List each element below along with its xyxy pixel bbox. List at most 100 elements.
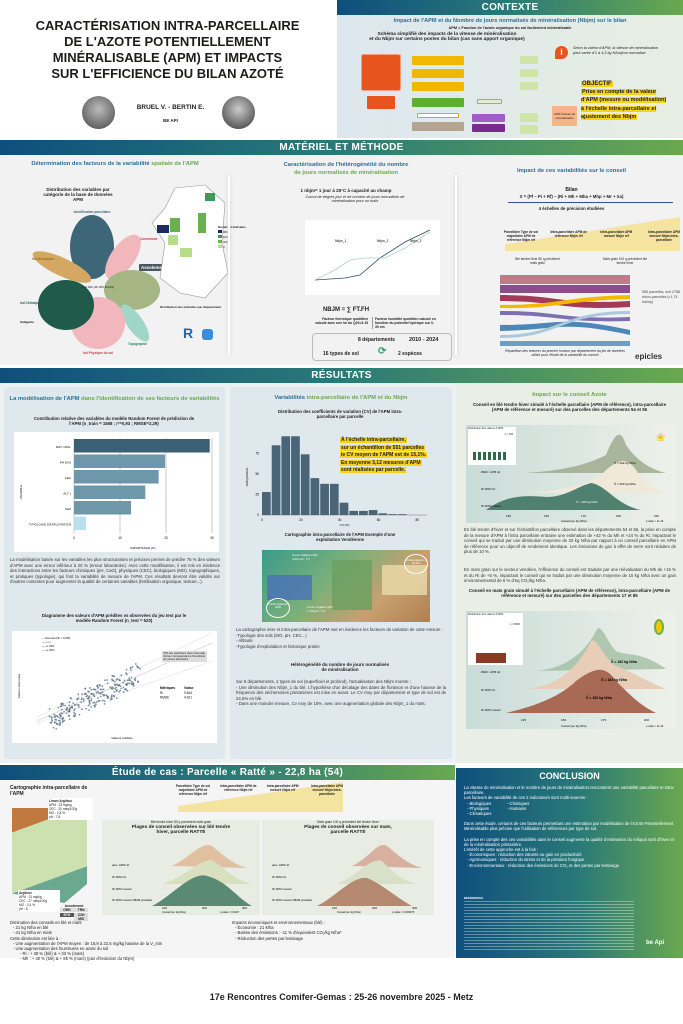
scatter-point: [129, 679, 132, 682]
dept-light-3: [168, 235, 178, 245]
scatter-point: [95, 691, 98, 694]
scatter-point: [81, 708, 83, 711]
p-value: p value = 0.0027: [220, 910, 240, 914]
scatter-point: [60, 708, 63, 711]
contexte-panel: CONTEXTE Impact de l'APM et du Nombre de…: [337, 0, 683, 138]
scatter-point: [90, 688, 93, 691]
importance-chart-title: Contribution relative des variables du m…: [33, 416, 195, 426]
impact-schema: APM Vitesse de minéralisation: [357, 50, 577, 135]
scatter-point: [74, 714, 76, 717]
resultats-col3: Impact sur le conseil Azote Conseil en b…: [456, 383, 683, 763]
ble-case-ridges: parc. APM réf. IP. APM réf. IP. APM mesu…: [112, 845, 252, 914]
scatter-point: [130, 669, 132, 672]
row-label: IP. APM mesuré: [272, 887, 292, 891]
legend-title: Catégorie: [20, 320, 34, 324]
legend-item: — y = x: [42, 641, 52, 644]
metric-value: 4.921: [184, 696, 192, 700]
methode-col1-title: Détermination des facteurs de la variabi…: [31, 161, 199, 167]
scatter-point: [88, 690, 90, 693]
scatter-point: [113, 690, 116, 693]
map-caption: Distribution des individus par départeme…: [160, 305, 222, 309]
petal-chimique: [38, 280, 94, 330]
info-note: Selon la valeur d'APM, la vitesse de min…: [573, 46, 658, 55]
petal-label-topo: Topographie: [128, 342, 147, 346]
petal-label-bio: Ind Biologique: [32, 257, 54, 261]
importance-bar-chart: 0 10 20 30 MAT. ORG. PH EAU CEC ALT 1 CaO TYPOLOG…: [14, 432, 219, 552]
map-label-limon-argileux: Limon Argileux MO : 1,7% pH : 5,2: [307, 605, 335, 613]
rotation-czh: CZH: [74, 912, 88, 917]
sankey-caption: Répartition des textures du premier hori…: [505, 349, 625, 357]
scatter-point: [115, 697, 118, 700]
petal-topo: [120, 304, 150, 342]
scatter-point: [132, 685, 135, 687]
case-map: [12, 808, 87, 903]
row-label: parc. APM réf.: [112, 863, 130, 867]
objective-title: OBJECTIF: [581, 81, 613, 87]
impact-text-1: En blé tendre d'hiver et sur l'échantill…: [464, 527, 676, 555]
scatter-point: [95, 703, 97, 706]
scatter-point: [115, 686, 118, 689]
scatter-point: [48, 715, 51, 718]
ridge: [162, 860, 252, 884]
scatter-point: [98, 684, 101, 687]
scatter-point: [50, 719, 53, 721]
metric-value: 0.644: [184, 691, 192, 695]
scatter-point: [90, 699, 93, 702]
legend-320: 320: [218, 240, 246, 245]
scatter-point: [68, 710, 71, 713]
sankey-band: [500, 311, 630, 338]
scatter-point: [101, 685, 104, 688]
sankey-band: [500, 321, 630, 335]
y-tick: MAT. ORG.: [56, 445, 71, 449]
methode-banner: MATÉRIEL ET MÉTHODE: [0, 140, 683, 155]
x-tick: 100: [332, 906, 337, 910]
petal-label-physique: Ind Physique du sol: [83, 351, 113, 355]
scatter-point: [68, 714, 71, 717]
map-parcel-blue: [267, 575, 312, 600]
mais-ridge-chart: X̄ = 162 kg N/ha X̄ = 163 kg N/ha X̄ = 1…: [466, 611, 676, 729]
scatter-point: [92, 694, 95, 697]
legend-0: 0: [218, 245, 246, 250]
histogram-bar: [359, 510, 368, 515]
y-tick: 50: [255, 472, 259, 476]
histogram-bar: [310, 478, 320, 515]
scatter-point: [116, 689, 119, 692]
scatter-point: [99, 695, 102, 698]
histogram-bar: [378, 513, 388, 515]
x-tick: 200: [202, 906, 207, 910]
footer-event: 17e Rencontres Comifer-Gemas : 25-26 nov…: [209, 992, 474, 1002]
scatter-point: [59, 714, 62, 717]
scatter-point: [72, 702, 75, 705]
scatter-point: [107, 695, 109, 698]
nbjm-definition: 1 nbjm= 1 jour à 25°C à capacité au cham…: [300, 188, 392, 193]
scatter-point: [110, 695, 113, 698]
mais-chart-title: Conseil en maïs grain simulé à l'échelle…: [468, 588, 671, 598]
author-photo-1: [82, 96, 115, 129]
scatter-point: [88, 695, 91, 698]
petal-commande: [105, 234, 141, 280]
scatter-point: [125, 668, 128, 671]
scatter-point: [68, 708, 71, 711]
ridge-ip-ref: [526, 640, 666, 689]
x-tick: 225: [654, 514, 659, 518]
scatter-point: [53, 713, 56, 716]
scatter-point: [68, 701, 71, 704]
scatter-point: [133, 678, 136, 681]
x-tick: 30: [210, 536, 214, 540]
case-right-text: Impacts économiques et environnementaux …: [232, 920, 342, 941]
x-tick: 20: [299, 518, 303, 522]
x-tick: 300: [412, 906, 417, 910]
row-label: IP. APM mesuré NBJM actualisé: [272, 898, 312, 902]
scatter-point: [58, 721, 61, 724]
rotation-grid: Assolement ORH TRN BTH CZH MIS: [60, 904, 88, 921]
years-range: 2010 - 2024: [409, 337, 439, 343]
mais-mean-parc: X̄ = 162 kg N/ha: [611, 660, 637, 664]
histogram-bar: [329, 483, 339, 515]
scatter-point: [128, 677, 131, 680]
scatter-point: [77, 697, 80, 700]
beapi-logo: be Api: [646, 940, 665, 946]
scatter-point: [96, 685, 98, 687]
metrics-header: Valeur: [184, 686, 194, 690]
histogram-bar: [262, 492, 271, 515]
y-tick: 0: [257, 513, 259, 517]
